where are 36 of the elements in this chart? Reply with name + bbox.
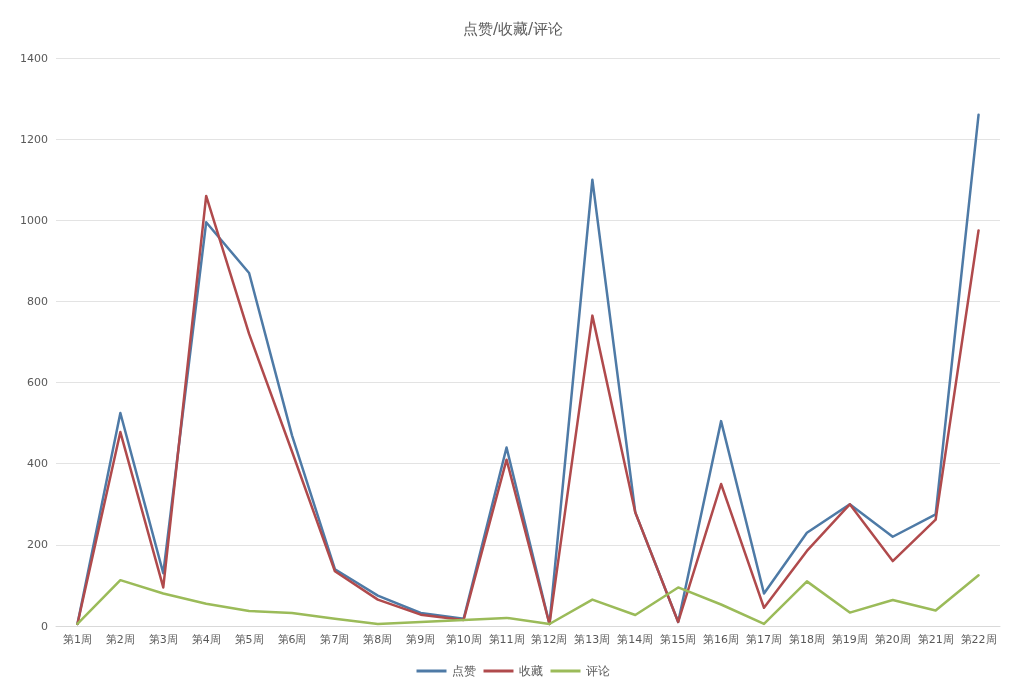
x-tick-label: 第14周	[617, 633, 654, 646]
x-tick-label: 第18周	[788, 633, 825, 646]
x-tick-label: 第7周	[320, 633, 350, 646]
x-tick-label: 第1周	[62, 633, 92, 646]
y-tick-label: 1200	[20, 132, 48, 146]
x-tick-label: 第19周	[831, 633, 868, 646]
x-tick-label: 第8周	[363, 633, 393, 646]
x-tick-label: 第3周	[148, 633, 178, 646]
line-series	[76, 194, 980, 626]
x-tick-label: 第2周	[105, 633, 135, 646]
x-tick-label: 第6周	[277, 633, 307, 646]
legend-label: 评论	[585, 664, 610, 678]
x-tick-label: 第13周	[574, 633, 611, 646]
x-tick-label: 第12周	[531, 633, 568, 646]
legend-label: 点赞	[451, 664, 476, 678]
line-series	[76, 574, 980, 626]
y-tick-label: 1000	[20, 213, 48, 227]
y-tick-label: 1400	[20, 51, 48, 65]
y-tick-label: 200	[27, 538, 48, 552]
x-tick-label: 第16周	[703, 633, 740, 646]
x-tick-label: 第5周	[234, 633, 264, 646]
x-tick-label: 第17周	[746, 633, 782, 646]
x-tick-label: 第22周	[960, 633, 997, 646]
x-tick-label: 第21周	[917, 633, 954, 646]
y-tick-label: 800	[27, 294, 48, 308]
x-tick-label: 第9周	[406, 633, 436, 646]
y-tick-label: 0	[41, 619, 48, 633]
x-tick-label: 第11周	[488, 633, 525, 646]
y-tick-label: 400	[27, 457, 48, 471]
x-tick-label: 第20周	[874, 633, 911, 646]
legend-label: 收藏	[518, 664, 543, 678]
chart-title: 点赞/收藏/评论	[462, 19, 564, 38]
x-tick-label: 第15周	[660, 633, 697, 646]
x-tick-label: 第4周	[191, 633, 221, 646]
y-tick-label: 600	[27, 376, 48, 390]
x-tick-label: 第10周	[445, 633, 482, 646]
